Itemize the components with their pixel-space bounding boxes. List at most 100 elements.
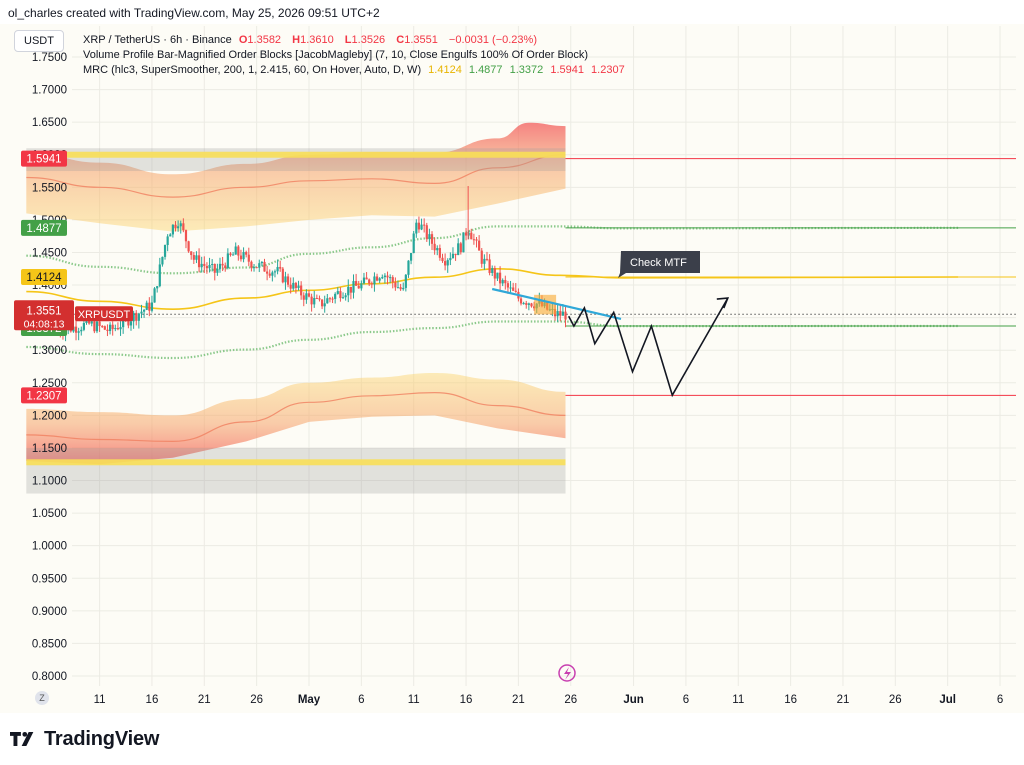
candle-body: [396, 287, 400, 289]
label-upper-inner-bg: [21, 219, 67, 236]
candle-body: [140, 311, 143, 314]
legend-mrc-upper-outer: 1.5941: [550, 64, 584, 76]
candle-body: [417, 222, 421, 230]
candle-body: [310, 296, 313, 305]
event-marker-icon: [558, 664, 576, 682]
price-chart[interactable]: Check MTF 1.75001.70001.65001.60001.5500…: [0, 24, 1024, 713]
candle-body: [328, 298, 332, 300]
candle-body: [472, 239, 476, 241]
candle-body: [192, 255, 195, 260]
label-upper-inner: 1.4877: [26, 223, 61, 235]
candle-body: [137, 313, 140, 321]
check-mtf-text: Check MTF: [630, 257, 687, 269]
legend-change: −0.0031 (−0.23%): [448, 34, 537, 46]
candle-body: [561, 311, 564, 316]
candle-body: [344, 295, 347, 298]
candle-body: [158, 264, 161, 287]
candle-body: [271, 272, 274, 276]
candle-body: [334, 293, 337, 299]
candle-body: [475, 239, 478, 241]
y-tick-label: 1.2500: [32, 378, 67, 390]
candle-body: [326, 298, 329, 304]
y-tick-label: 1.7500: [32, 52, 67, 64]
candle-body: [313, 298, 316, 305]
candle-body: [373, 276, 376, 285]
candle-body: [300, 285, 303, 296]
candle-body: [279, 266, 282, 269]
legend-mrc-mean: 1.4124: [428, 64, 462, 76]
candle-body: [438, 248, 441, 258]
candle-body: [522, 303, 525, 305]
legend-open: O1.3582: [238, 34, 282, 46]
x-tick-label: Jul: [939, 694, 956, 706]
candle-body: [114, 328, 117, 330]
y-tick-label: 1.1500: [32, 443, 67, 455]
legend-mrc-row: MRC (hlc3, SuperSmoother, 200, 1, 2.415,…: [83, 64, 629, 76]
trendline: [491, 287, 622, 320]
timezone-button[interactable]: Z: [35, 691, 49, 705]
candle-body: [197, 255, 201, 268]
candle-body: [449, 258, 452, 261]
candle-body: [177, 226, 180, 229]
candle-body: [404, 274, 407, 288]
y-tick-label: 1.3000: [32, 345, 67, 357]
candle-body: [467, 232, 470, 236]
candle-body: [216, 268, 219, 273]
candle-body: [454, 253, 457, 256]
legend-mrc-lower-outer: 1.2307: [591, 64, 625, 76]
legend-low: L1.3526: [344, 34, 386, 46]
candle-body: [498, 272, 502, 284]
candle-body: [169, 234, 172, 237]
candle-body: [336, 291, 339, 294]
y-tick-label: 1.6500: [32, 117, 67, 129]
candle-body: [509, 287, 512, 289]
order-block-bullish: [26, 447, 566, 494]
header-credit: ol_charles created with TradingView.com,…: [8, 6, 380, 20]
candle-body: [391, 277, 394, 283]
x-tick-label: 26: [250, 694, 263, 706]
candle-body: [365, 277, 368, 280]
candle-body: [231, 254, 235, 256]
y-tick-label: 1.5500: [32, 182, 67, 194]
candles: [56, 186, 567, 342]
candle-body: [420, 224, 423, 230]
candle-body: [255, 267, 258, 269]
candle-body: [260, 261, 263, 264]
mrc-bands: [26, 122, 566, 465]
candle-body: [402, 287, 405, 290]
candle-body: [156, 286, 159, 289]
candle-body: [491, 268, 494, 273]
candle-body: [218, 263, 222, 269]
candle-body: [394, 282, 397, 288]
candle-body: [506, 283, 510, 288]
candle-body: [284, 276, 287, 283]
candle-body: [286, 276, 290, 285]
y-tick-label: 0.8000: [32, 671, 67, 683]
candle-body: [307, 293, 311, 297]
candle-body: [184, 230, 188, 242]
candle-body: [444, 261, 447, 266]
candle-body: [226, 253, 229, 269]
candle-body: [213, 264, 216, 273]
candle-body: [242, 252, 245, 260]
candle-body: [355, 281, 358, 286]
candle-body: [108, 324, 112, 331]
candle-body: [399, 287, 402, 290]
x-tick-label: 21: [198, 694, 211, 706]
order-block-line-bullish: [26, 459, 566, 466]
candle-body: [281, 268, 284, 283]
y-tick-label: 1.0000: [32, 541, 67, 553]
candle-body: [266, 271, 269, 274]
candle-body: [116, 328, 120, 330]
candle-body: [381, 277, 384, 279]
label-last-price: 1.3551: [26, 305, 61, 317]
ticker-tag: XRPUSDT: [78, 309, 131, 321]
candle-body: [297, 285, 300, 289]
label-mean-bg: [21, 268, 67, 285]
legend-order-blocks-row: Volume Profile Bar-Magnified Order Block…: [83, 49, 589, 61]
tradingview-logo-icon: [10, 732, 34, 746]
currency-badge[interactable]: USDT: [14, 30, 64, 52]
legend-mrc-lower-inner: 1.3372: [509, 64, 544, 76]
candle-body: [352, 281, 355, 293]
y-tick-label: 1.4500: [32, 247, 67, 259]
